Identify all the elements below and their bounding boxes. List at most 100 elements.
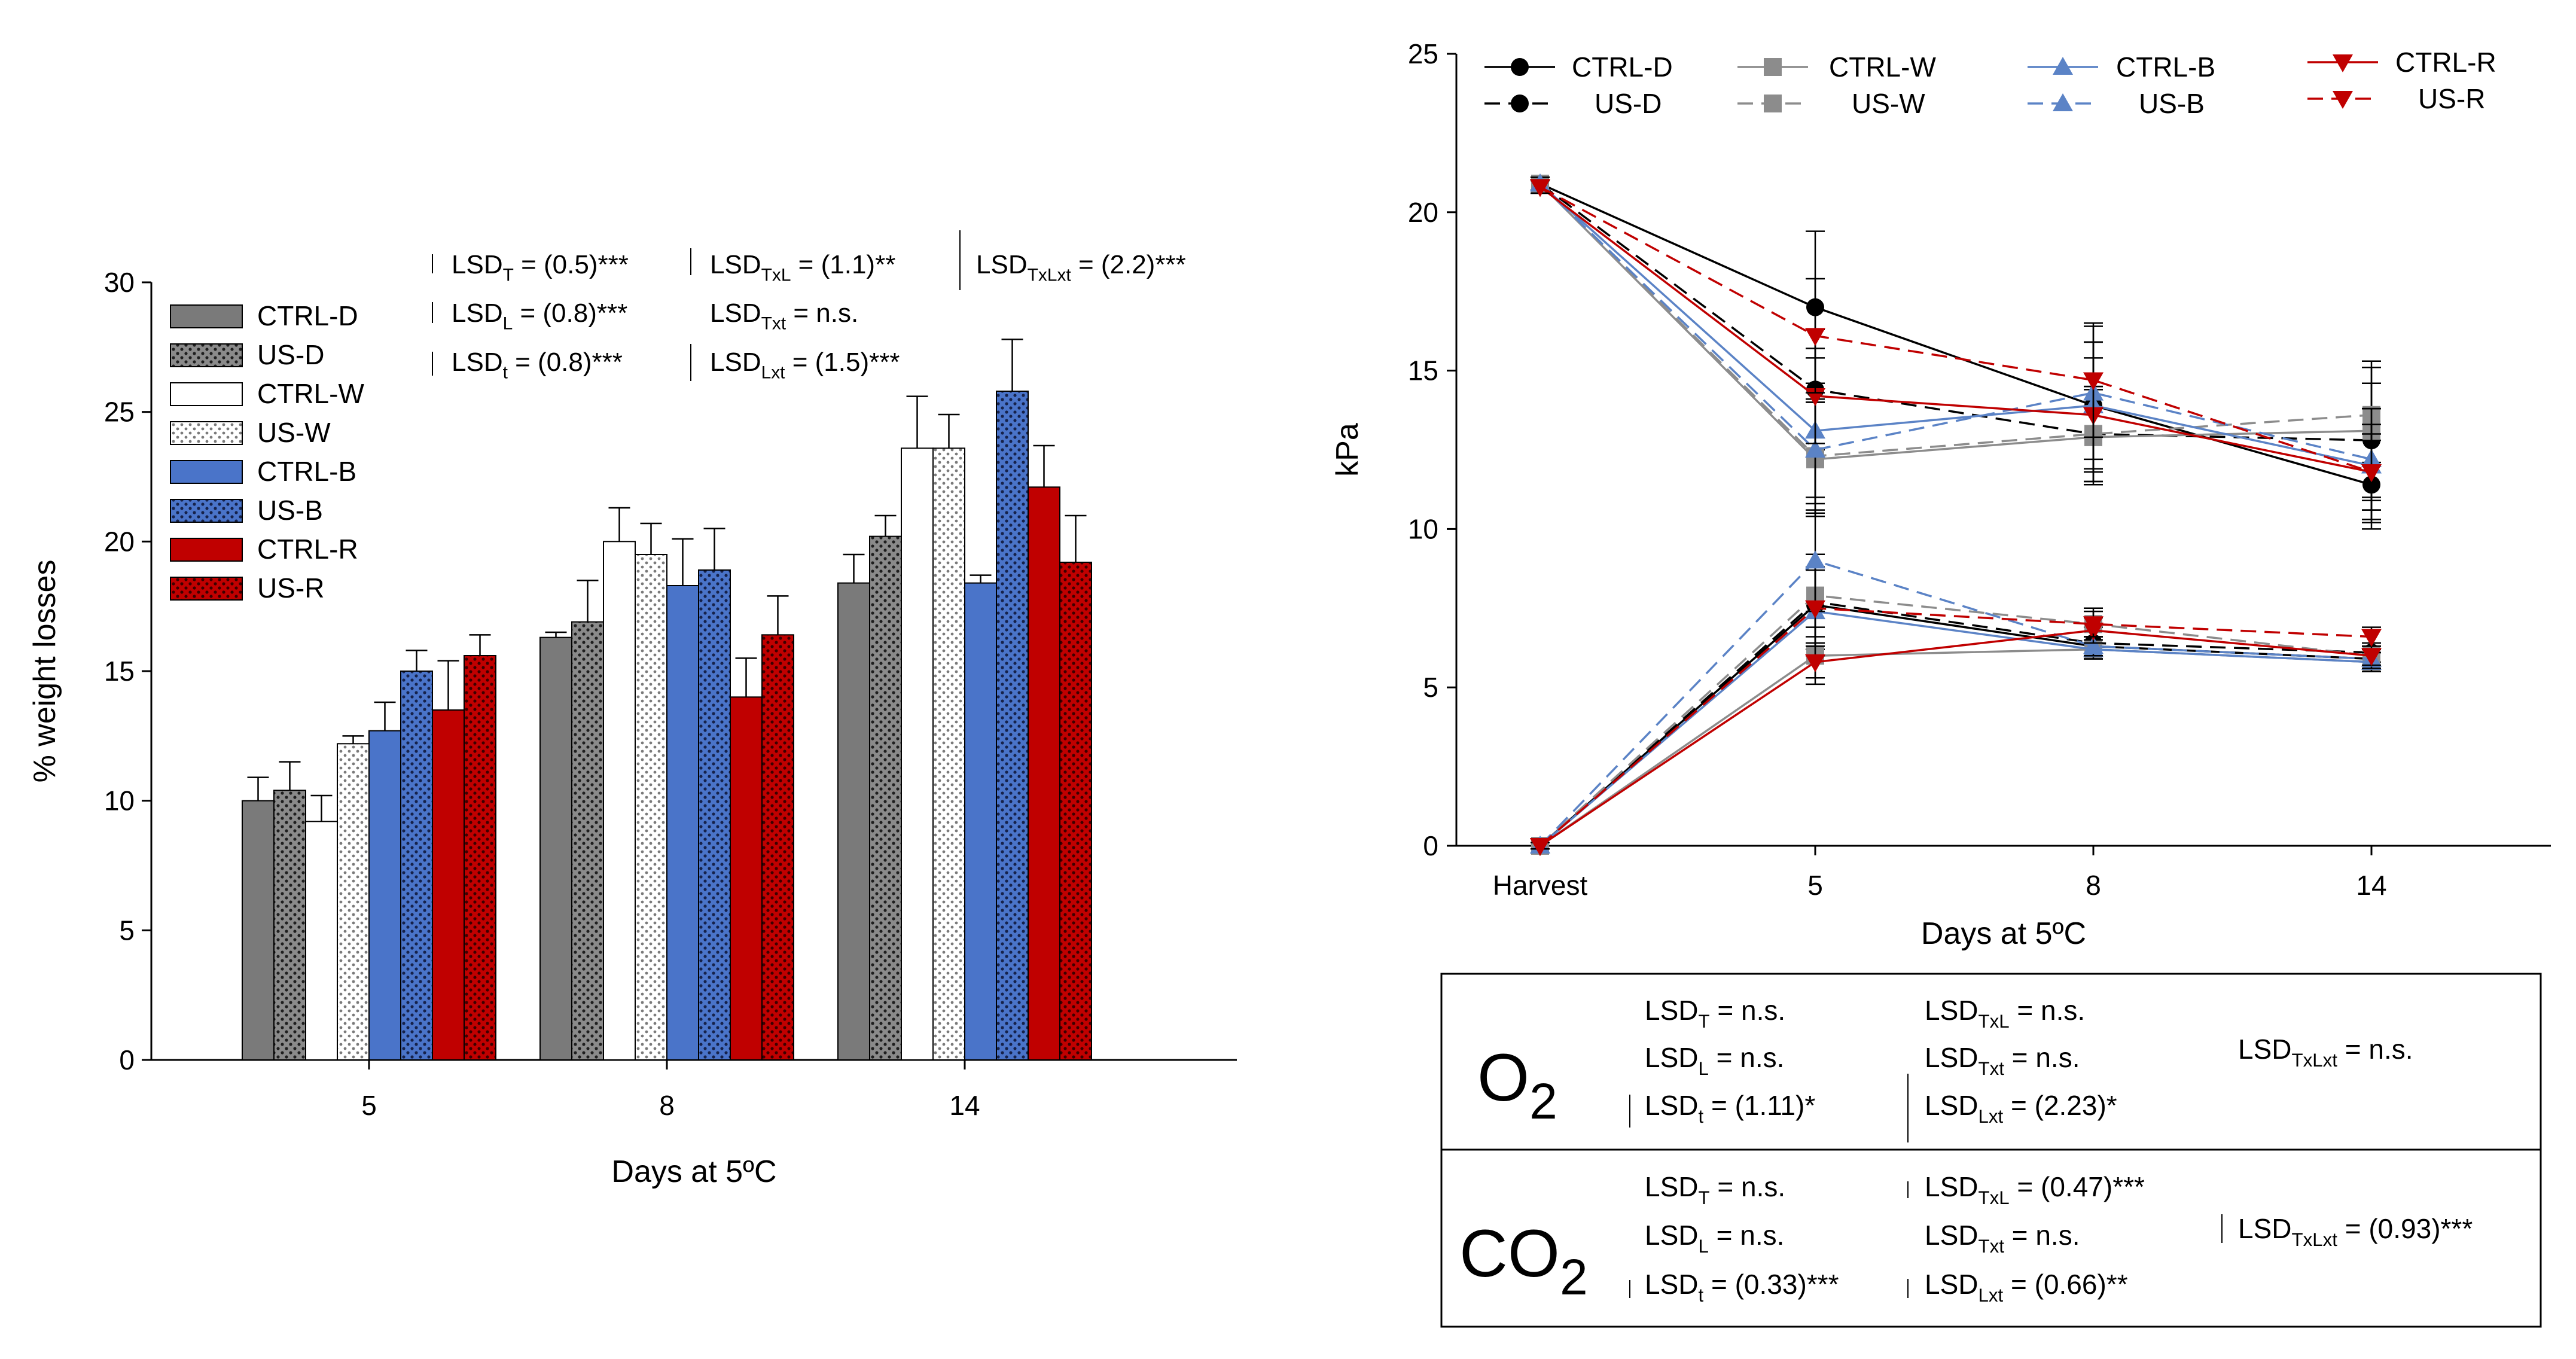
lsd-base: LSD — [710, 250, 761, 279]
lsd-value: = (0.66)** — [2003, 1269, 2127, 1300]
legend-label: US-R — [257, 572, 324, 604]
y-tick-label: 10 — [1408, 513, 1438, 544]
co2-line-us-d — [1539, 601, 2372, 847]
x-tick-label: 8 — [659, 1090, 675, 1121]
lsd-subscript: TxLxt — [2291, 1229, 2337, 1250]
y-axis-label: kPa — [1330, 423, 1365, 477]
co2-point-us-r — [2083, 616, 2104, 635]
lsd-subscript: TxL — [1978, 1187, 2009, 1208]
o2-lsd-txt: LSDTxt = n.s. — [1925, 1042, 2080, 1079]
lsd-base: LSD — [452, 298, 503, 328]
lsd-base: LSD — [976, 250, 1028, 279]
lsd-value: = (0.8)*** — [513, 298, 627, 328]
co2-line-ctrl-r — [1539, 629, 2372, 847]
x-axis-label: Days at 5ºC — [611, 1154, 776, 1189]
lsd-subscript: L — [1698, 1236, 1708, 1257]
y-axis-label: % weight losses — [28, 560, 62, 783]
bar-us-b-day-5 — [400, 671, 433, 1061]
lsd-subscript: t — [1698, 1285, 1703, 1306]
o2-line-ctrl-w — [1539, 182, 2372, 461]
gas-composition-line-chart: 0 5 10 15 20 25 kPa Harvest 5 8 14 Days at 5ºC CTRL-… — [1330, 38, 2551, 951]
lsd-subscript: t — [503, 362, 508, 382]
lsd-subscript: t — [1698, 1106, 1703, 1127]
x-tick-label: Harvest — [1493, 870, 1588, 901]
lsd-value: = (0.93)*** — [2337, 1213, 2473, 1244]
lsd-t: LSDT = (0.5)*** — [452, 250, 629, 285]
co2-lsd-t: LSDT = n.s. — [1645, 1171, 1785, 1208]
lsd-subscript: T — [1698, 1011, 1709, 1032]
y-tick-label: 10 — [104, 785, 135, 816]
lsd-base: LSD — [1645, 1269, 1698, 1300]
lsd-subscript: TxL — [761, 265, 791, 285]
y-tick-label: 15 — [104, 656, 135, 687]
lsd-txt: LSDTxt = n.s. — [710, 298, 858, 333]
lsd-base: LSD — [1925, 1090, 1978, 1121]
lsd-value: = n.s. — [2004, 1220, 2080, 1251]
o2-lsd-txl: LSDTxL = n.s. — [1925, 995, 2085, 1032]
x-tick-label: 8 — [2086, 870, 2101, 901]
co2-line-us-w — [1539, 594, 2372, 847]
bar-ctrl-r-day-8 — [730, 696, 763, 1061]
legend-label: US-D — [257, 339, 324, 370]
lsd-value: = n.s. — [1709, 1042, 1785, 1073]
o2-point-us-r — [2083, 372, 2104, 391]
lsd-value: = n.s. — [2337, 1034, 2413, 1065]
co2-lsd-lxt: LSDLxt = (0.66)** — [1925, 1269, 2128, 1306]
bar-ctrl-d-day-8 — [539, 636, 572, 1061]
legend-swatch-ctrl-d — [170, 304, 243, 328]
bar-us-d-day-8 — [571, 621, 604, 1061]
legend-label: CTRL-B — [257, 456, 356, 487]
legend-label: US-W — [257, 417, 331, 448]
bar-ctrl-b-day-5 — [368, 730, 401, 1061]
o2-line-us-w — [1539, 182, 2372, 458]
bar-us-d-day-5 — [273, 790, 306, 1061]
lsd-subscript: Txt — [761, 313, 786, 333]
legend-label: CTRL-R — [257, 534, 358, 565]
legend-label: CTRL-D — [257, 300, 358, 331]
o2-point-us-r — [1805, 328, 1825, 346]
legend-swatch-ctrl-w — [170, 382, 243, 406]
y-tick-label: 15 — [1408, 355, 1438, 386]
bar-ctrl-b-day-14 — [964, 582, 997, 1061]
o2-point-us-b — [1805, 440, 1825, 458]
lsd-txl: LSDTxL = (1.1)** — [710, 250, 895, 285]
y-tick-label: 25 — [1408, 38, 1438, 69]
co2-lsd-time: LSDt = (0.33)*** — [1645, 1269, 1839, 1306]
x-tick-label: 5 — [361, 1090, 377, 1121]
legend-marker-us-b — [2053, 93, 2073, 111]
bar-us-r-day-5 — [464, 655, 496, 1061]
o2-lsd-t: LSDT = n.s. — [1645, 995, 1785, 1032]
lsd-base: LSD — [710, 298, 761, 328]
legend-swatch-ctrl-b — [170, 460, 243, 484]
weight-loss-bar-chart: 0 5 10 15 20 25 30 % weight losses Days at 5ºC 5 8… — [28, 230, 1237, 1189]
lsd-value: = n.s. — [786, 298, 858, 328]
lsd-subscript: TxLxt — [2291, 1050, 2337, 1071]
co2-point-us-b — [2083, 636, 2104, 654]
y-tick-label: 25 — [104, 397, 135, 428]
lsd-value: = (1.11)* — [1703, 1090, 1815, 1121]
bar-us-r-day-8 — [761, 634, 794, 1061]
lsd-txlxt: LSDTxLxt = (2.2)*** — [976, 250, 1186, 285]
y-tick-label: 20 — [104, 526, 135, 557]
lsd-base: LSD — [710, 348, 761, 377]
lsd-value: = (0.8)*** — [508, 348, 623, 377]
bar-ctrl-d-day-14 — [837, 582, 870, 1061]
o2-label: O2 — [1477, 1040, 1557, 1129]
lsd-subscript: Lxt — [1978, 1285, 2003, 1306]
o2-lsd-txlxt: LSDTxLxt = n.s. — [2238, 1034, 2413, 1071]
bar-us-w-day-8 — [635, 554, 667, 1061]
legend-label: CTRL-W — [257, 378, 364, 409]
legend-swatch-us-w — [170, 421, 243, 445]
legend-marker-ctrl-d — [1511, 58, 1529, 76]
y-tick-label: 0 — [119, 1044, 135, 1075]
legend-swatch-ctrl-r — [170, 538, 243, 562]
legend-swatch-us-b — [170, 499, 243, 523]
lsd-base: LSD — [1925, 1171, 1978, 1202]
o2-lsd-lxt: LSDLxt = (2.23)* — [1925, 1090, 2117, 1127]
legend-swatch-us-d — [170, 343, 243, 367]
lsd-subscript: T — [1698, 1187, 1709, 1208]
lsd-base: LSD — [1645, 1042, 1698, 1073]
legend-label: CTRL-B — [2116, 51, 2215, 83]
